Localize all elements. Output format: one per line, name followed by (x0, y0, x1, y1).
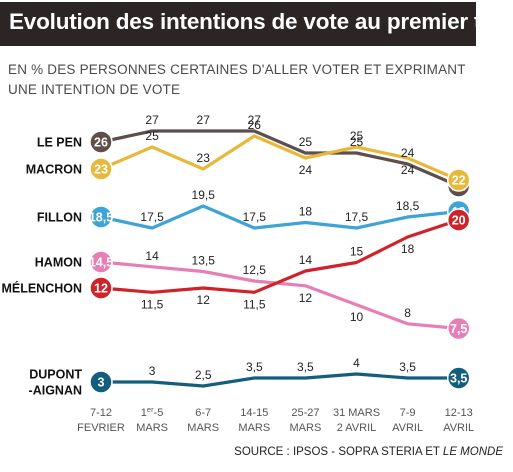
series-2-marker-start (89, 157, 113, 181)
series-3-value-6: 17,5 (345, 210, 369, 224)
series-name-6-line-2: -AIGNAN (29, 384, 82, 398)
x-tick-label-7-line-2: AVRIL (392, 422, 423, 434)
series-5-value-2: 11,5 (141, 297, 164, 311)
series-4-value-7: 8 (404, 306, 411, 320)
series-1-value-1: 26 (94, 136, 108, 150)
series-3-marker-start (89, 205, 113, 229)
series-6-marker-end (446, 366, 471, 390)
series-4-value-2: 14 (145, 249, 159, 263)
series-line-5 (99, 218, 461, 294)
series-name-5: MÉLENCHON (1, 281, 82, 296)
x-tick-label-8-line-2: AVRIL (443, 422, 474, 434)
series-name-4: HAMON (35, 256, 82, 270)
x-tick-label-2-line-1: 1er-5 (141, 405, 164, 419)
series-name-3: FILLON (37, 211, 82, 225)
x-tick-label-5-line-1: 25-27 (291, 407, 319, 419)
series-5-value-8: 20 (452, 214, 466, 228)
x-tick-label-3-line-1: 6-7 (195, 407, 211, 419)
series-line-4 (99, 260, 461, 331)
series-6-value-6: 4 (353, 356, 360, 370)
series-2-value-3: 23 (197, 151, 211, 165)
series-5-value-3: 12 (197, 293, 211, 307)
x-tick-label-1-line-1: 7-12 (90, 407, 112, 419)
series-4-value-1: 14,5 (89, 256, 113, 270)
series-3-value-2: 17,5 (140, 210, 164, 224)
series-1-value-3: 27 (197, 113, 211, 127)
x-tick-label-5-line-2: MARS (290, 422, 322, 434)
series-line-1 (99, 129, 461, 188)
series-6-value-2: 3 (149, 364, 156, 378)
chart-subtitle: EN % DES PERSONNES CERTAINES D'ALLER VOT… (8, 60, 488, 100)
series-2-value-8: 22 (452, 174, 466, 188)
series-6-value-1: 3 (98, 376, 105, 390)
series-2-value-7: 24 (401, 163, 415, 177)
series-4-value-5: 12 (299, 291, 313, 305)
series-6-value-8: 3,5 (450, 372, 467, 386)
series-5-value-6: 15 (350, 245, 364, 259)
series-2-value-5: 24 (299, 163, 313, 177)
series-5-marker-start (89, 276, 113, 300)
series-name-2: MACRON (26, 163, 82, 177)
x-tick-label-4-line-2: MARS (238, 422, 270, 434)
series-5-value-1: 12 (94, 282, 108, 296)
source-note: SOURCE : IPSOS - SOPRA STERIA ET LE MOND… (234, 446, 503, 458)
chart-title: Evolution des intentions de vote au prem… (9, 9, 513, 34)
x-tick-label-8-line-1: 12-13 (445, 407, 473, 419)
series-2-value-4: 26 (248, 118, 262, 132)
series-5-value-4: 11,5 (243, 297, 266, 311)
x-tick-label-2-line-2: MARS (136, 422, 168, 434)
x-tick-label-7-line-1: 7-9 (400, 407, 416, 419)
series-4-marker-start (89, 250, 113, 274)
series-1-value-6: 25 (350, 135, 364, 149)
series-6-value-3: 2,5 (195, 368, 212, 382)
series-1-value-7: 24 (401, 146, 415, 160)
series-name-6-line-1: DUPONT (29, 368, 82, 382)
series-1-value-2: 27 (145, 113, 159, 127)
series-4-value-6: 10 (350, 310, 364, 324)
series-6-marker-start (89, 370, 113, 394)
series-3-value-5: 18 (299, 205, 313, 219)
subtitle-line-1: EN % DES PERSONNES CERTAINES D'ALLER VOT… (8, 62, 466, 77)
x-tick-label-3-line-2: MARS (187, 422, 219, 434)
series-1-value-4: 27 (248, 113, 262, 127)
series-line-3 (99, 204, 461, 230)
series-5-marker-end (446, 208, 471, 232)
series-3-value-1: 18,5 (89, 211, 113, 225)
series-4-value-3: 13,5 (192, 254, 216, 268)
x-tick-label-6-line-1: 31 MARS (333, 407, 380, 419)
subtitle-line-2: UNE INTENTION DE VOTE (8, 82, 181, 97)
series-line-2 (99, 134, 461, 182)
x-tick-label-1-line-2: FEVRIER (77, 422, 125, 434)
series-2-marker-end (446, 168, 471, 192)
series-5-value-7: 18 (401, 242, 415, 256)
title-bar: Evolution des intentions de vote au prem… (0, 2, 513, 46)
series-6-value-7: 3,5 (399, 360, 416, 374)
source-text: SOURCE : IPSOS - SOPRA STERIA ET (234, 446, 443, 458)
series-3-value-3: 19,5 (192, 188, 216, 202)
series-4-value-4: 12,5 (243, 263, 267, 277)
series-3-value-4: 17,5 (243, 210, 267, 224)
series-2-value-6: 25 (350, 129, 364, 143)
series-line-6 (99, 372, 461, 388)
x-tick-label-4-line-1: 14-15 (240, 407, 268, 419)
series-6-value-4: 3,5 (246, 360, 263, 374)
series-2-value-2: 25 (145, 129, 159, 143)
x-tick-label-6-line-2: 2 AVRIL (337, 422, 377, 434)
series-6-value-5: 3,5 (297, 360, 314, 374)
series-4-marker-end (446, 316, 471, 341)
series-4-value-8: 7,5 (450, 322, 467, 336)
series-5-value-5: 14 (299, 253, 313, 267)
series-1-value-5: 25 (299, 135, 313, 149)
series-name-1: LE PEN (37, 136, 82, 150)
series-2-value-1: 23 (94, 163, 108, 177)
series-1-marker-start (89, 130, 113, 154)
series-3-value-7: 18,5 (396, 199, 420, 213)
source-publication: LE MONDE (442, 446, 503, 458)
